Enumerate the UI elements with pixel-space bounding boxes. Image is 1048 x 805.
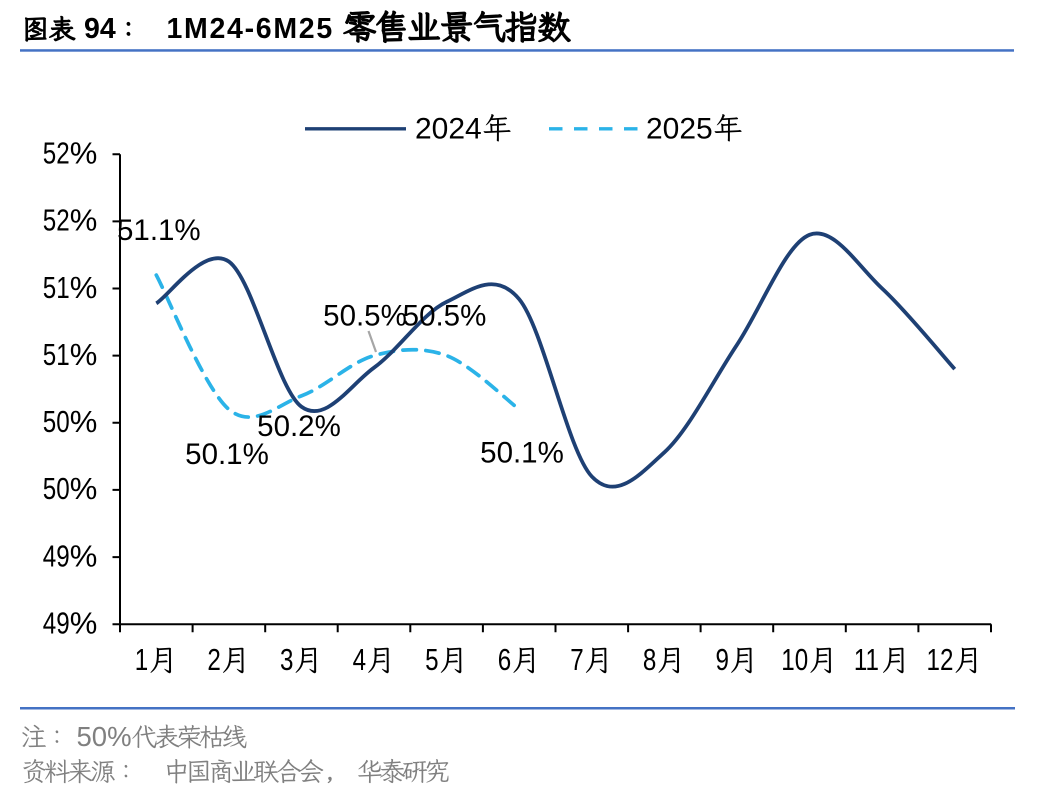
svg-text:51.1%: 51.1% xyxy=(117,214,201,247)
svg-text:2025: 2025 xyxy=(646,113,713,146)
svg-text:3: 3 xyxy=(280,642,293,677)
svg-text:50: 50 xyxy=(43,404,70,439)
svg-text:50: 50 xyxy=(43,471,70,506)
svg-text:%: % xyxy=(70,203,98,238)
svg-text:6: 6 xyxy=(498,642,511,677)
svg-text:1M24-6M25: 1M24-6M25 xyxy=(167,13,334,45)
svg-text:51: 51 xyxy=(43,337,70,372)
svg-text:%: % xyxy=(70,404,98,439)
svg-text:2: 2 xyxy=(207,642,220,677)
svg-text:%: % xyxy=(70,538,98,573)
svg-text:4: 4 xyxy=(353,642,366,677)
svg-text:%: % xyxy=(70,337,98,372)
svg-text:52: 52 xyxy=(43,136,70,171)
svg-text:2024: 2024 xyxy=(415,113,482,146)
svg-text:%: % xyxy=(70,471,98,506)
svg-text:9: 9 xyxy=(716,642,729,677)
svg-text:8: 8 xyxy=(643,642,656,677)
svg-text:50.2%: 50.2% xyxy=(257,410,341,443)
svg-text:5: 5 xyxy=(425,642,438,677)
svg-text:52: 52 xyxy=(43,203,70,238)
svg-text:50.1%: 50.1% xyxy=(185,438,269,471)
svg-text:%: % xyxy=(70,136,98,171)
svg-text:%: % xyxy=(70,270,98,305)
svg-text:50%: 50% xyxy=(77,721,132,752)
svg-text:1: 1 xyxy=(135,642,148,677)
svg-text:51: 51 xyxy=(43,270,70,305)
svg-text:50.1%: 50.1% xyxy=(480,437,564,470)
svg-text:50.5%: 50.5% xyxy=(323,300,407,333)
svg-text:%: % xyxy=(70,606,98,641)
svg-text:94: 94 xyxy=(84,13,116,45)
svg-text:50.5%: 50.5% xyxy=(403,300,487,333)
svg-text:7: 7 xyxy=(570,642,583,677)
svg-text:49: 49 xyxy=(43,606,70,641)
svg-text:11: 11 xyxy=(854,642,879,677)
svg-text:10: 10 xyxy=(781,642,808,677)
svg-text:12: 12 xyxy=(927,642,954,677)
svg-text:49: 49 xyxy=(43,539,70,574)
